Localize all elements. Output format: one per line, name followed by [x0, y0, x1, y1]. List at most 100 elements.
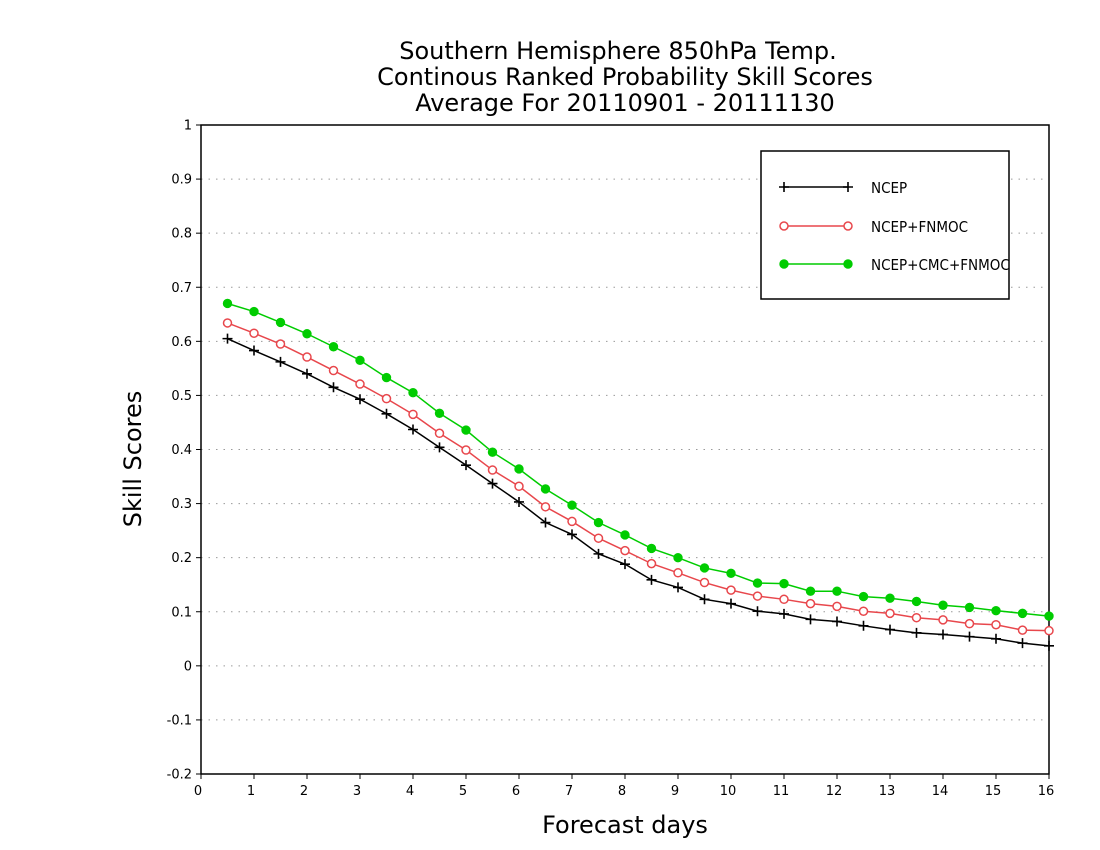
- y-tick-label: 0.2: [171, 551, 192, 566]
- data-point: [275, 317, 286, 328]
- x-tick-label: 5: [459, 784, 467, 799]
- data-point: [1044, 611, 1054, 621]
- data-point: [779, 608, 789, 619]
- data-point: [779, 259, 789, 269]
- data-point: [1017, 638, 1028, 649]
- chart-title-line-1: Southern Hemisphere 850hPa Temp.: [399, 37, 836, 65]
- y-tick-label: 0.9: [171, 173, 192, 188]
- data-point: [434, 442, 445, 453]
- y-tick-label: 0.3: [171, 497, 192, 512]
- data-point: [302, 352, 312, 362]
- data-point: [620, 559, 630, 570]
- data-point: [434, 408, 445, 418]
- data-point: [540, 484, 551, 494]
- x-tick-label: 10: [720, 784, 737, 799]
- data-point: [673, 552, 683, 563]
- data-point: [885, 624, 895, 635]
- data-point: [593, 548, 604, 559]
- data-point: [858, 620, 869, 631]
- x-tick-label: 16: [1038, 784, 1055, 799]
- y-tick-label: 0.8: [171, 227, 192, 242]
- data-point: [938, 629, 948, 640]
- data-point: [514, 464, 524, 474]
- data-point: [381, 393, 392, 404]
- data-point: [461, 460, 471, 471]
- data-point: [938, 600, 948, 610]
- data-point: [726, 598, 736, 609]
- data-point: [567, 516, 577, 527]
- data-point: [381, 408, 392, 419]
- y-axis-title: Skill Scores: [119, 391, 147, 528]
- data-point: [832, 616, 842, 627]
- data-point: [646, 543, 657, 554]
- data-point: [779, 594, 789, 605]
- data-point: [275, 356, 286, 367]
- data-point: [964, 631, 975, 642]
- data-point: [991, 619, 1001, 630]
- x-tick-label: 14: [932, 784, 949, 799]
- data-point: [991, 633, 1001, 644]
- axes: -0.2-0.100.10.20.30.40.50.60.70.80.910 1 2…: [167, 119, 1055, 800]
- data-point: [673, 568, 683, 578]
- y-tick-label: -0.2: [167, 768, 192, 783]
- x-tick-label: 8: [618, 784, 626, 799]
- data-point: [328, 342, 339, 352]
- legend-box: [760, 150, 1010, 300]
- legend-items: NCEP NCEP+FNMOC NCEP+CMC+FNMOC: [779, 179, 1010, 274]
- legend-item-ncep: NCEP: [779, 179, 907, 197]
- data-point: [885, 608, 895, 619]
- x-tick-label: 4: [406, 784, 414, 799]
- y-tick-label: 1: [184, 119, 192, 134]
- chart-title: Southern Hemisphere 850hPa Temp. Contino…: [377, 37, 873, 117]
- data-point: [328, 365, 339, 376]
- y-tick-label: 0: [184, 659, 192, 674]
- data-point: [461, 445, 471, 455]
- data-point: [964, 602, 975, 613]
- data-point: [620, 530, 630, 540]
- data-point: [408, 388, 418, 398]
- data-point: [381, 372, 392, 383]
- x-axis-title: Forecast days: [542, 811, 708, 839]
- x-tick-label: 9: [671, 784, 679, 799]
- data-point: [514, 496, 524, 507]
- data-point: [752, 606, 763, 617]
- data-point: [408, 424, 418, 435]
- data-point: [1044, 625, 1054, 636]
- data-point: [514, 481, 524, 492]
- data-point: [726, 568, 736, 579]
- data-point: [726, 585, 736, 595]
- x-tick-label: 12: [826, 784, 843, 799]
- data-point: [540, 517, 551, 528]
- x-tick-label: 7: [565, 784, 573, 799]
- data-point: [885, 593, 895, 603]
- data-point: [779, 182, 789, 192]
- data-point: [249, 345, 259, 356]
- data-point: [938, 615, 948, 625]
- legend: NCEP NCEP+FNMOC NCEP+CMC+FNMOC: [760, 150, 1010, 300]
- legend-item-ncep-fnmoc: NCEP+FNMOC: [779, 218, 968, 236]
- plot-series: [222, 298, 1054, 651]
- data-point: [779, 221, 789, 231]
- data-point: [911, 612, 922, 623]
- series-ncep-cmc-fnmoc: [222, 298, 1054, 621]
- data-point: [858, 591, 869, 602]
- data-point: [699, 594, 710, 605]
- data-point: [593, 517, 604, 528]
- x-tick-label: 3: [353, 784, 361, 799]
- chart-title-line-2: Continous Ranked Probability Skill Score…: [377, 63, 873, 91]
- x-tick-label: 13: [879, 784, 896, 799]
- data-point: [593, 533, 604, 543]
- data-point: [805, 586, 816, 596]
- data-point: [540, 502, 551, 512]
- series-ncep: [222, 333, 1054, 651]
- data-point: [832, 586, 842, 596]
- chart-title-line-3: Average For 20110901 - 20111130: [415, 89, 835, 117]
- data-point: [805, 598, 816, 609]
- data-point: [911, 596, 922, 607]
- data-point: [991, 605, 1001, 616]
- legend-label: NCEP: [871, 179, 907, 197]
- data-point: [843, 182, 853, 192]
- data-point: [328, 382, 339, 393]
- data-point: [487, 465, 498, 475]
